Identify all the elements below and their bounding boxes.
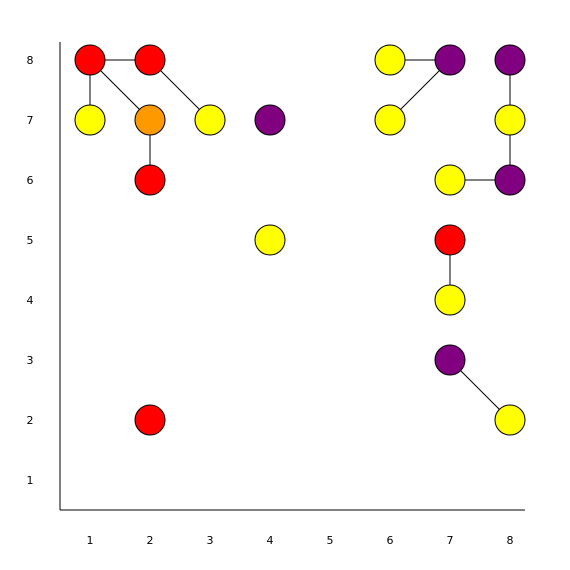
node-orange [134, 104, 166, 136]
node-red [434, 224, 466, 256]
node-yellow [194, 104, 226, 136]
node-red [74, 44, 106, 76]
node-yellow [74, 104, 106, 136]
y-tick-label: 3 [27, 354, 34, 367]
node-yellow [374, 104, 406, 136]
y-tick-label: 2 [27, 414, 34, 427]
node-red [134, 164, 166, 196]
node-purple [434, 344, 466, 376]
x-tick-label: 4 [267, 534, 274, 547]
x-tick-label: 1 [87, 534, 94, 547]
y-tick-label: 7 [27, 114, 34, 127]
node-yellow [494, 404, 526, 436]
y-tick-label: 1 [27, 474, 34, 487]
node-purple [254, 104, 286, 136]
x-tick-label: 5 [327, 534, 334, 547]
y-tick-label: 5 [27, 234, 34, 247]
node-yellow [434, 284, 466, 316]
y-tick-labels: 1 2 3 4 5 6 7 8 [27, 54, 34, 487]
node-yellow [494, 104, 526, 136]
node-purple [434, 44, 466, 76]
node-purple [494, 44, 526, 76]
node-purple [494, 164, 526, 196]
x-tick-label: 2 [147, 534, 154, 547]
y-tick-label: 8 [27, 54, 34, 67]
x-tick-label: 6 [387, 534, 394, 547]
x-tick-label: 8 [507, 534, 514, 547]
node-red [134, 44, 166, 76]
x-tick-label: 3 [207, 534, 214, 547]
y-tick-label: 4 [27, 294, 34, 307]
x-tick-labels: 1 2 3 4 5 6 7 8 [87, 534, 514, 547]
nodes [74, 44, 526, 436]
axes [59, 42, 525, 511]
node-yellow [254, 224, 286, 256]
node-red [134, 404, 166, 436]
node-yellow [434, 164, 466, 196]
y-tick-label: 6 [27, 174, 34, 187]
x-tick-label: 7 [447, 534, 454, 547]
node-yellow [374, 44, 406, 76]
